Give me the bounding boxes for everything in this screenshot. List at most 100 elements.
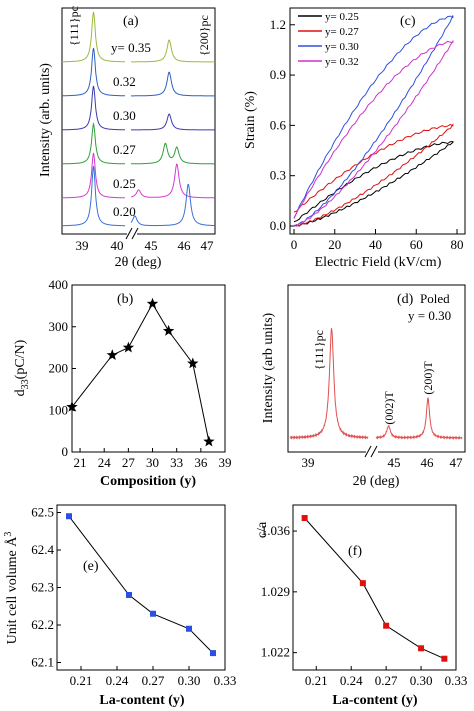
panel-c-frame [289,7,466,235]
panel-b-point-4 [162,324,175,336]
panel-c-xtick-3: 60 [410,237,423,252]
panel-e-ytick-0: 62.1 [31,655,54,670]
panel-a-xtick-47: 47 [201,238,215,253]
panel-c-loop-0 [293,140,454,227]
panel-e-ytick-4: 62.5 [31,505,54,520]
panel-b-xtick-3: 30 [146,455,159,470]
panel-c-loop-1 [293,123,454,227]
panel-e-point-3 [186,625,192,632]
panel-d-peak-label-200: (200)T [421,361,435,395]
panel-a-curve-2-seg-1 [131,113,215,131]
panel-c-ytick-2: 0.6 [270,117,287,132]
panel-f-data [301,515,448,662]
panel-d-curve-seg-1 [375,397,463,441]
panel-b-label: (b) [117,292,134,307]
panel-a-curve-1-seg-0 [61,47,126,97]
panel-d-peak-label-111: {111}pc [312,330,326,370]
panel-e-xtick-1: 0.24 [106,673,129,688]
panel-f-xtick-1: 0.24 [340,673,363,688]
panel-d-xlabel: 2θ (deg) [353,474,400,489]
panel-d: (d) Poled y = 0.30 {111}pc (002)T (200)T… [261,284,466,489]
panel-e: 0.21 0.24 0.27 0.30 0.33 62.1 62.2 62.3 62.4 62.5… [3,504,236,708]
panel-a-xtick-46: 46 [178,238,192,253]
panel-f-ylabel: c/a [255,521,270,538]
panel-c-legend-label-0: y= 0.25 [325,11,359,23]
panel-a-frame [61,7,216,235]
panel-e-point-0 [66,513,72,520]
panel-b-xtick-0: 21 [74,455,87,470]
panel-e-ytick-3: 62.4 [31,542,54,557]
panel-a-peak-label-111: {111}pc [67,6,81,46]
panel-d-peak-label-002: (002)T [382,391,396,425]
panel-e-xlabel: La-content (y) [99,693,184,708]
panel-d-xtick-45: 45 [388,455,401,470]
panel-b-data [66,297,215,447]
panel-c-legend: y= 0.25 y= 0.27 y= 0.30 y= 0.32 [298,11,359,68]
panel-b-point-0 [66,400,78,412]
panel-b-line [71,302,210,442]
panel-b: 21 24 27 30 33 36 39 0 100 200 300 400 (b) Composit… [13,277,232,489]
panel-e-label: (e) [83,559,99,574]
panel-a-series-labels: y= 0.35 0.32 0.30 0.27 0.25 0.20 [111,40,151,219]
panel-a-series-label-1: 0.32 [113,74,136,89]
panel-d-curve [289,328,463,441]
panel-e-frame [56,504,226,671]
panel-a-peak-label-200: {200}pc [197,15,211,56]
panel-f-xtick-0: 0.21 [305,673,328,688]
panel-a-ylabel: Intensity (arb. units) [38,63,53,177]
panel-f-xtick-4: 0.33 [445,673,468,688]
panel-c-loop-3 [293,39,454,227]
panel-a-series-label-3: 0.27 [113,142,136,157]
panel-b-xtick-1: 24 [98,455,112,470]
panel-a-curve-3-seg-0 [62,122,125,165]
panel-f-ytick-0: 1.022 [261,645,290,660]
panel-b-point-3 [146,297,159,309]
panel-c-ytick-0: 0.0 [270,218,286,233]
panel-e-line [68,515,214,654]
panel-c-ytick-3: 0.9 [270,67,286,82]
panel-f-ytick-2: 1.036 [261,523,291,538]
panel-e-point-1 [126,592,132,598]
panel-a-series-label-0: y= 0.35 [111,40,151,55]
panel-a-xtick-39: 39 [76,238,89,253]
panel-f-point-2 [383,622,390,629]
panel-a-series-label-2: 0.30 [113,108,136,123]
panel-f-xtick-2: 0.27 [375,673,398,688]
panel-d-annotation-poled: Poled [420,291,450,306]
panel-b-xtick-4: 33 [170,455,183,470]
panel-b-ytick-2: 200 [49,361,69,376]
panel-e-xtick-4: 0.33 [214,673,237,688]
panel-d-annotation-y: y = 0.30 [408,308,451,323]
panel-a-xtick-40: 40 [111,238,124,253]
panel-c-xlabel: Electric Field (kV/cm) [315,255,442,270]
panel-f-frame [292,504,457,671]
panel-b-point-2 [122,341,135,353]
panel-a-curve-1-seg-1 [131,71,215,97]
panel-a-curve-4-seg-0 [62,152,125,199]
panel-d-axis-break [364,445,378,458]
panel-c-legend-label-2: y= 0.30 [325,41,359,53]
panel-b-ytick-4: 400 [49,277,69,292]
panel-f-point-3 [418,645,425,652]
panel-e-xtick-0: 0.21 [70,673,93,688]
panel-a-label: (a) [123,14,139,29]
panel-c-ytick-1: 0.3 [270,168,286,183]
panel-b-ytick-0: 0 [62,444,69,459]
panel-a-xlabel: 2θ (deg) [115,255,162,270]
panel-b-ytick-1: 100 [49,402,69,417]
panel-c-legend-label-1: y= 0.27 [325,26,359,38]
panel-e-ticks: 0.21 0.24 0.27 0.30 0.33 62.1 62.2 62.3 62.4 62.5 [31,505,236,689]
panel-a-series-label-5: 0.20 [113,204,136,219]
panel-f-label: (f) [348,544,362,559]
panel-d-label: (d) [397,292,414,307]
panel-f-xlabel: La-content (y) [332,693,417,708]
panel-b-point-5 [187,357,199,369]
panel-c-xtick-0: 0 [291,237,298,252]
panel-e-point-2 [150,610,156,617]
panel-c-xtick-4: 80 [451,237,464,252]
panel-d-xtick-39: 39 [302,455,315,470]
panel-a-curve-5-seg-1 [130,183,215,227]
panel-b-point-6 [203,435,215,447]
